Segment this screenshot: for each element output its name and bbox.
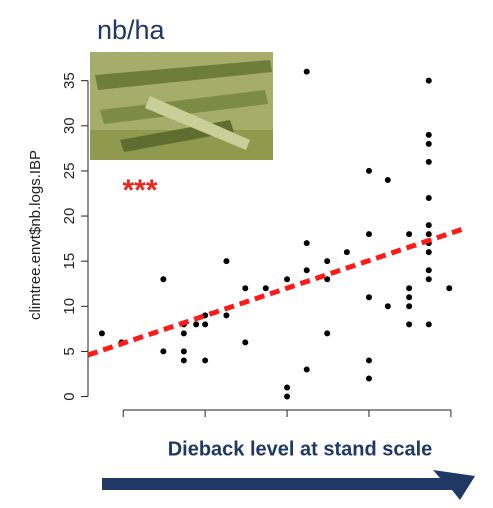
y-tick-label: 15 <box>61 253 78 270</box>
point <box>425 195 432 201</box>
point <box>406 231 413 238</box>
point <box>98 330 105 337</box>
point <box>365 167 372 174</box>
point <box>303 366 310 373</box>
point <box>406 294 413 301</box>
point <box>384 176 391 183</box>
y-tick-label: 35 <box>61 72 78 89</box>
y-tick-label: 25 <box>61 163 78 180</box>
point <box>202 357 209 364</box>
point <box>303 240 310 247</box>
point <box>365 294 372 301</box>
point <box>324 258 331 265</box>
point <box>202 321 209 328</box>
point <box>425 158 432 165</box>
y-tick-label: 10 <box>61 298 78 315</box>
point <box>303 267 310 274</box>
y-tick-label: 30 <box>61 117 78 134</box>
point <box>406 303 413 310</box>
point <box>223 258 230 265</box>
point <box>343 249 350 256</box>
point <box>406 321 413 328</box>
point <box>242 339 249 346</box>
point <box>365 231 372 238</box>
point <box>180 330 187 337</box>
significance: *** <box>122 174 157 207</box>
photo <box>90 52 273 160</box>
point <box>284 393 291 400</box>
point <box>425 131 432 138</box>
point <box>425 222 432 229</box>
point <box>160 276 167 283</box>
point <box>406 285 413 292</box>
fit-line <box>87 226 465 358</box>
y-tick-label: 0 <box>61 392 78 400</box>
point <box>425 77 432 84</box>
point <box>425 276 432 283</box>
chart-title: nb/ha <box>97 15 166 45</box>
point <box>160 348 167 355</box>
y-tick-label: 5 <box>61 347 78 355</box>
point <box>446 285 453 292</box>
point <box>365 357 372 364</box>
point <box>324 330 331 337</box>
x-axis-label: Dieback level at stand scale <box>168 438 433 460</box>
point <box>242 285 249 292</box>
point <box>223 312 230 319</box>
point <box>284 384 291 391</box>
point <box>262 285 269 292</box>
point <box>284 276 291 283</box>
point <box>425 267 432 274</box>
point <box>365 375 372 382</box>
y-tick-label: 20 <box>61 208 78 225</box>
point <box>180 348 187 355</box>
point <box>180 357 187 364</box>
point <box>425 249 432 256</box>
point <box>425 321 432 328</box>
point <box>425 140 432 147</box>
point <box>303 68 310 75</box>
y-axis-label: climtree.envt$nb.logs.IBP <box>27 150 44 320</box>
point <box>384 303 391 310</box>
point <box>425 231 432 238</box>
point <box>193 321 200 328</box>
arrow <box>102 470 475 500</box>
